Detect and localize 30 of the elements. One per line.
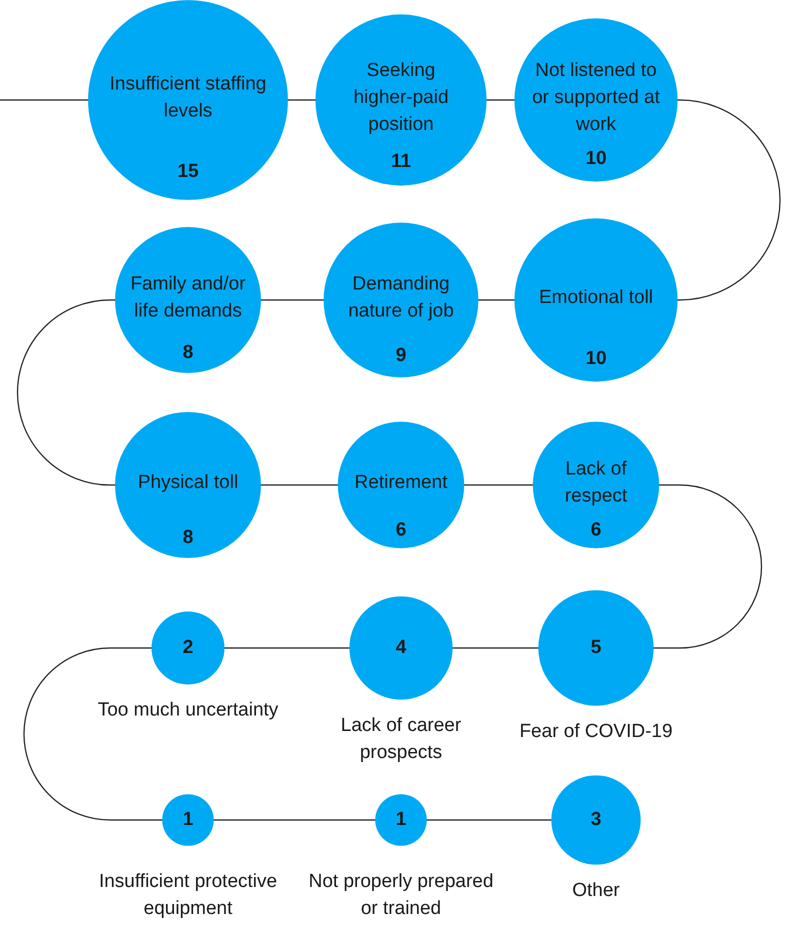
- category-label: Demanding nature of job: [348, 274, 454, 322]
- category-label: Not listened to or supported at work: [532, 60, 661, 136]
- category-label: Seeking higher-paid position: [353, 60, 449, 136]
- category-label: Physical toll: [138, 472, 238, 494]
- data-label: 4: [396, 637, 407, 658]
- category-label: Not properly prepared or trained: [308, 871, 494, 920]
- data-label: 15: [177, 161, 199, 182]
- category-label: Lack of career prospects: [340, 714, 462, 763]
- data-label: 10: [585, 148, 607, 169]
- category-label: Family and/or life demands: [130, 274, 246, 322]
- data-label: 1: [396, 809, 407, 830]
- category-label: Fear of COVID-19: [519, 720, 673, 742]
- category-label: Retirement: [354, 472, 448, 494]
- category-label: Too much uncertainty: [98, 700, 279, 721]
- category-label: Insufficient staffing levels: [110, 74, 266, 122]
- category-label: Insufficient protective equipment: [98, 871, 278, 920]
- data-label: 3: [590, 809, 602, 830]
- data-label: 1: [182, 809, 194, 830]
- data-label: 11: [390, 150, 412, 172]
- data-label: 9: [396, 344, 406, 366]
- category-label: Other: [572, 880, 620, 901]
- data-label: 6: [590, 520, 602, 541]
- category-label: Emotional toll: [538, 287, 654, 308]
- data-label: 6: [396, 520, 406, 541]
- data-label: 5: [590, 637, 602, 658]
- data-label: 2: [182, 637, 194, 658]
- data-label: 10: [585, 348, 607, 369]
- category-label: Lack of respect: [564, 458, 628, 507]
- data-label: 8: [182, 342, 194, 363]
- data-label: 8: [182, 526, 194, 548]
